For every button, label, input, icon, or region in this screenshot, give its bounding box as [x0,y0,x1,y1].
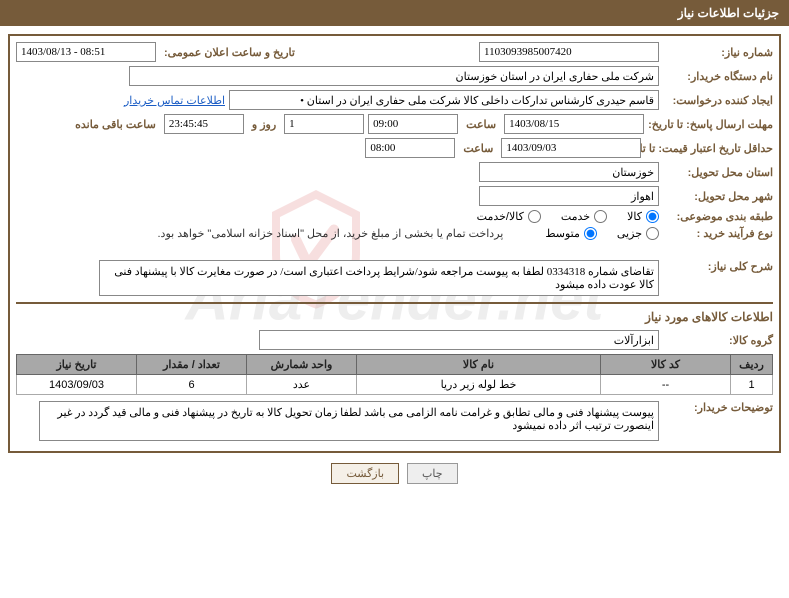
deadline-date-field: 1403/08/15 [504,114,644,134]
category-radio[interactable] [646,210,659,223]
process-radio[interactable] [584,227,597,240]
days-and-label: روز و [252,118,276,131]
details-panel: شماره نیاز: 1103093985007420 تاریخ و ساع… [8,34,781,453]
validity-label: حداقل تاریخ اعتبار قیمت: تا تاریخ: [620,142,773,155]
need-no-field: 1103093985007420 [479,42,659,62]
countdown-field: 23:45:45 [164,114,244,134]
table-header: نام کالا [357,355,601,375]
page-header: جزئیات اطلاعات نیاز [0,0,789,26]
process-radio-label: جزیی [617,227,642,240]
need-no-label: شماره نیاز: [663,46,773,59]
category-radio-label: کالا/خدمت [477,210,524,223]
process-radio-group: جزیی متوسط [527,227,659,240]
category-radio-group: کالا خدمت کالا/خدمت [459,210,659,223]
print-button[interactable]: چاپ [407,463,458,484]
deadline-time-field: 09:00 [368,114,458,134]
days-count-field: 1 [284,114,364,134]
buyer-label: نام دستگاه خریدار: [663,70,773,83]
table-row: 1--خط لوله زیر دریاعدد61403/09/03 [17,375,773,395]
process-option[interactable]: جزیی [617,227,659,240]
buyer-notes-field: پیوست پیشنهاد فنی و مالی تطابق و غرامت ن… [39,401,659,441]
buyer-field: شرکت ملی حفاری ایران در استان خوزستان [129,66,659,86]
table-header: ردیف [731,355,773,375]
table-header: تاریخ نیاز [17,355,137,375]
category-radio-label: خدمت [561,210,590,223]
table-cell: 1403/09/03 [17,375,137,395]
contact-link[interactable]: اطلاعات تماس خریدار [124,94,225,107]
items-section-title: اطلاعات کالاهای مورد نیاز [16,302,773,324]
category-label: طبقه بندی موضوعی: [663,210,773,223]
requester-field: قاسم حیدری کارشناس تدارکات داخلی کالا شر… [229,90,659,110]
table-cell: عدد [247,375,357,395]
validity-time-field: 08:00 [365,138,455,158]
table-cell: 6 [137,375,247,395]
province-field: خوزستان [479,162,659,182]
remaining-label: ساعت باقی مانده [75,118,156,131]
category-option[interactable]: خدمت [561,210,607,223]
table-header: واحد شمارش [247,355,357,375]
group-field: ابزارآلات [259,330,659,350]
table-header: کد کالا [601,355,731,375]
announce-field: 1403/08/13 - 08:51 [16,42,156,62]
hour-label-2: ساعت [463,142,493,155]
validity-date-field: 1403/09/03 [501,138,641,158]
table-cell: 1 [731,375,773,395]
category-radio-label: کالا [627,210,642,223]
category-option[interactable]: کالا/خدمت [477,210,541,223]
items-table: ردیفکد کالانام کالاواحد شمارشتعداد / مقد… [16,354,773,395]
city-field: اهواز [479,186,659,206]
category-radio[interactable] [594,210,607,223]
process-label: نوع فرآیند خرید : [663,227,773,240]
province-label: استان محل تحویل: [663,166,773,179]
group-label: گروه کالا: [663,334,773,347]
requester-label: ایجاد کننده درخواست: [663,94,773,107]
process-radio-label: متوسط [545,227,580,240]
process-radio[interactable] [646,227,659,240]
back-button[interactable]: بازگشت [331,463,399,484]
process-option[interactable]: متوسط [545,227,597,240]
city-label: شهر محل تحویل: [663,190,773,203]
table-header: تعداد / مقدار [137,355,247,375]
table-cell: -- [601,375,731,395]
page-title: جزئیات اطلاعات نیاز [678,6,779,20]
table-cell: خط لوله زیر دریا [357,375,601,395]
description-label: شرح کلی نیاز: [663,260,773,273]
deadline-label: مهلت ارسال پاسخ: تا تاریخ: [648,118,773,131]
category-option[interactable]: کالا [627,210,659,223]
description-field: تقاضای شماره 0334318 لطفا به پیوست مراجع… [99,260,659,296]
announce-label: تاریخ و ساعت اعلان عمومی: [164,46,295,59]
category-radio[interactable] [528,210,541,223]
buyer-notes-label: توضیحات خریدار: [663,401,773,414]
hour-label-1: ساعت [466,118,496,131]
payment-note: پرداخت تمام یا بخشی از مبلغ خرید، از محل… [158,227,504,240]
